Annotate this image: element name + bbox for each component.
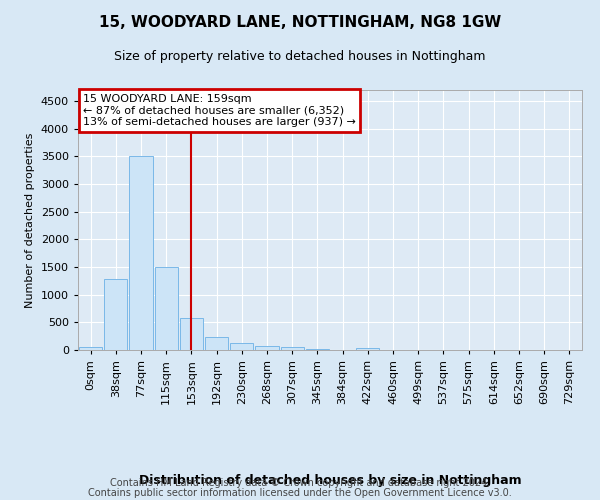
- Text: 15 WOODYARD LANE: 159sqm
← 87% of detached houses are smaller (6,352)
13% of sem: 15 WOODYARD LANE: 159sqm ← 87% of detach…: [83, 94, 356, 127]
- Bar: [256, 346, 278, 350]
- Bar: [155, 267, 178, 350]
- Bar: [281, 347, 304, 350]
- Text: 15, WOODYARD LANE, NOTTINGHAM, NG8 1GW: 15, WOODYARD LANE, NOTTINGHAM, NG8 1GW: [99, 15, 501, 30]
- Bar: [79, 347, 102, 350]
- X-axis label: Distribution of detached houses by size in Nottingham: Distribution of detached houses by size …: [139, 474, 521, 486]
- Text: Contains HM Land Registry data © Crown copyright and database right 2024.: Contains HM Land Registry data © Crown c…: [110, 478, 490, 488]
- Bar: [356, 348, 379, 350]
- Bar: [130, 156, 152, 350]
- Bar: [104, 279, 127, 350]
- Bar: [230, 343, 253, 350]
- Y-axis label: Number of detached properties: Number of detached properties: [25, 132, 35, 308]
- Bar: [180, 318, 203, 350]
- Text: Size of property relative to detached houses in Nottingham: Size of property relative to detached ho…: [114, 50, 486, 63]
- Text: Contains public sector information licensed under the Open Government Licence v3: Contains public sector information licen…: [88, 488, 512, 498]
- Bar: [205, 336, 228, 350]
